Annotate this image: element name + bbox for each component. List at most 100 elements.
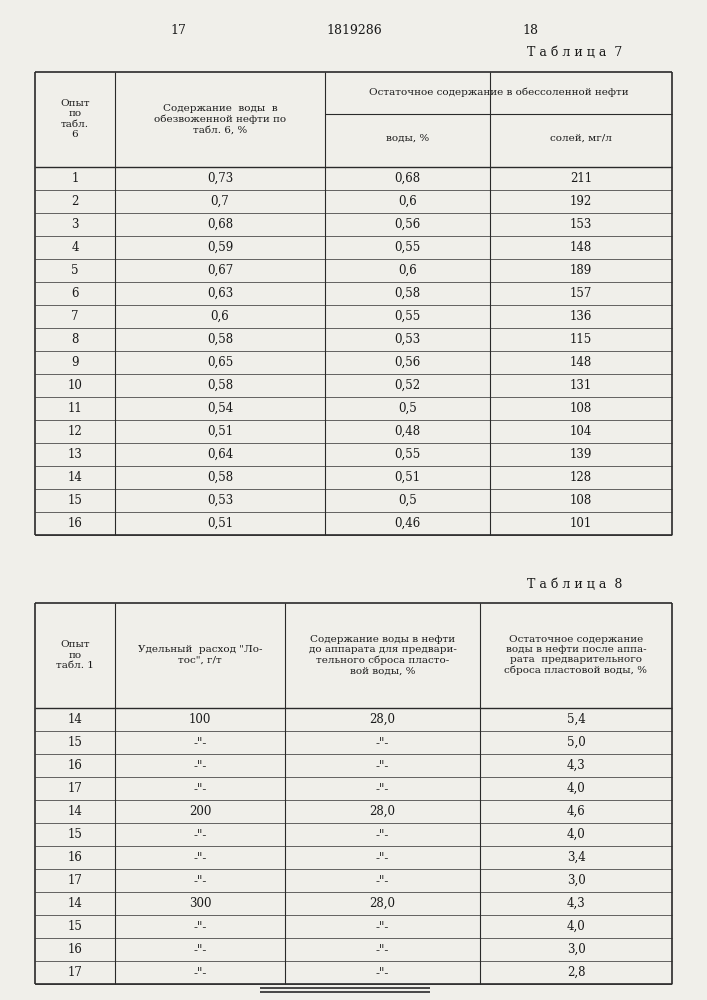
Text: 189: 189 (570, 264, 592, 277)
Text: 136: 136 (570, 310, 592, 323)
Text: 13: 13 (68, 448, 83, 461)
Text: 12: 12 (68, 425, 83, 438)
Text: 4,0: 4,0 (566, 782, 585, 795)
Text: 1: 1 (71, 172, 78, 185)
Text: 16: 16 (68, 517, 83, 530)
Text: -"-: -"- (193, 920, 206, 933)
Text: 28,0: 28,0 (370, 713, 395, 726)
Text: 0,5: 0,5 (398, 402, 417, 415)
Text: 28,0: 28,0 (370, 897, 395, 910)
Text: 153: 153 (570, 218, 592, 231)
Text: 108: 108 (570, 402, 592, 415)
Text: 0,53: 0,53 (207, 494, 233, 507)
Text: 0,51: 0,51 (207, 517, 233, 530)
Text: 0,51: 0,51 (395, 471, 421, 484)
Text: -"-: -"- (376, 874, 389, 887)
Text: 4,3: 4,3 (566, 897, 585, 910)
Text: 14: 14 (68, 805, 83, 818)
Text: -"-: -"- (376, 920, 389, 933)
Text: 7: 7 (71, 310, 78, 323)
Text: 14: 14 (68, 713, 83, 726)
Text: -"-: -"- (193, 851, 206, 864)
Text: 148: 148 (570, 241, 592, 254)
Text: 3: 3 (71, 218, 78, 231)
Text: 131: 131 (570, 379, 592, 392)
Text: Опыт
по
табл. 1: Опыт по табл. 1 (56, 640, 94, 670)
Text: 0,51: 0,51 (207, 425, 233, 438)
Text: Опыт
по
табл.
6: Опыт по табл. 6 (60, 99, 90, 139)
Text: воды, %: воды, % (386, 133, 429, 142)
Text: 0,55: 0,55 (395, 310, 421, 323)
Text: -"-: -"- (376, 966, 389, 979)
Text: 15: 15 (68, 828, 83, 841)
Text: 192: 192 (570, 195, 592, 208)
Text: -"-: -"- (193, 966, 206, 979)
Text: 0,6: 0,6 (398, 264, 417, 277)
Text: 0,52: 0,52 (395, 379, 421, 392)
Text: 0,55: 0,55 (395, 241, 421, 254)
Text: 0,59: 0,59 (207, 241, 233, 254)
Text: 100: 100 (189, 713, 211, 726)
Text: 139: 139 (570, 448, 592, 461)
Text: 0,48: 0,48 (395, 425, 421, 438)
Text: 17: 17 (68, 874, 83, 887)
Text: 9: 9 (71, 356, 78, 369)
Text: 3,0: 3,0 (566, 943, 585, 956)
Text: 0,58: 0,58 (207, 333, 233, 346)
Text: -"-: -"- (376, 736, 389, 749)
Text: 0,6: 0,6 (398, 195, 417, 208)
Text: 0,46: 0,46 (395, 517, 421, 530)
Text: 5,4: 5,4 (566, 713, 585, 726)
Text: солей, мг/л: солей, мг/л (550, 133, 612, 142)
Text: 15: 15 (68, 736, 83, 749)
Text: 4,3: 4,3 (566, 759, 585, 772)
Text: 0,55: 0,55 (395, 448, 421, 461)
Text: 4,0: 4,0 (566, 920, 585, 933)
Text: 17: 17 (68, 966, 83, 979)
Text: 15: 15 (68, 494, 83, 507)
Text: Содержание воды в нефти
до аппарата для предвари-
тельного сброса пласто-
вой во: Содержание воды в нефти до аппарата для … (308, 635, 457, 675)
Text: 16: 16 (68, 943, 83, 956)
Text: 128: 128 (570, 471, 592, 484)
Text: Остаточное содержание
воды в нефти после аппа-
рата  предварительного
сброса пла: Остаточное содержание воды в нефти после… (505, 635, 648, 675)
Text: 148: 148 (570, 356, 592, 369)
Text: 0,56: 0,56 (395, 356, 421, 369)
Text: 5,0: 5,0 (566, 736, 585, 749)
Text: 10: 10 (68, 379, 83, 392)
Text: 16: 16 (68, 851, 83, 864)
Text: 104: 104 (570, 425, 592, 438)
Text: 0,7: 0,7 (211, 195, 229, 208)
Text: 2: 2 (71, 195, 78, 208)
Text: 0,73: 0,73 (207, 172, 233, 185)
Text: 157: 157 (570, 287, 592, 300)
Text: 0,58: 0,58 (395, 287, 421, 300)
Text: 101: 101 (570, 517, 592, 530)
Text: 6: 6 (71, 287, 78, 300)
Text: 300: 300 (189, 897, 211, 910)
Text: 108: 108 (570, 494, 592, 507)
Text: 3,0: 3,0 (566, 874, 585, 887)
Text: -"-: -"- (193, 828, 206, 841)
Text: -"-: -"- (193, 782, 206, 795)
Text: -"-: -"- (193, 874, 206, 887)
Text: 16: 16 (68, 759, 83, 772)
Text: 0,64: 0,64 (207, 448, 233, 461)
Text: 0,68: 0,68 (207, 218, 233, 231)
Text: -"-: -"- (376, 943, 389, 956)
Text: -"-: -"- (193, 736, 206, 749)
Text: 4: 4 (71, 241, 78, 254)
Text: 211: 211 (570, 172, 592, 185)
Text: -"-: -"- (376, 851, 389, 864)
Text: 4,0: 4,0 (566, 828, 585, 841)
Text: 1819286: 1819286 (326, 23, 382, 36)
Text: 28,0: 28,0 (370, 805, 395, 818)
Text: 200: 200 (189, 805, 211, 818)
Text: 0,5: 0,5 (398, 494, 417, 507)
Text: Содержание  воды  в
обезвоженной нефти по
табл. 6, %: Содержание воды в обезвоженной нефти по … (154, 104, 286, 134)
Text: 0,6: 0,6 (211, 310, 229, 323)
Text: 0,65: 0,65 (207, 356, 233, 369)
Text: Т а б л и ц а  8: Т а б л и ц а 8 (527, 578, 623, 591)
Text: 17: 17 (170, 23, 186, 36)
Text: -"-: -"- (376, 828, 389, 841)
Text: 14: 14 (68, 471, 83, 484)
